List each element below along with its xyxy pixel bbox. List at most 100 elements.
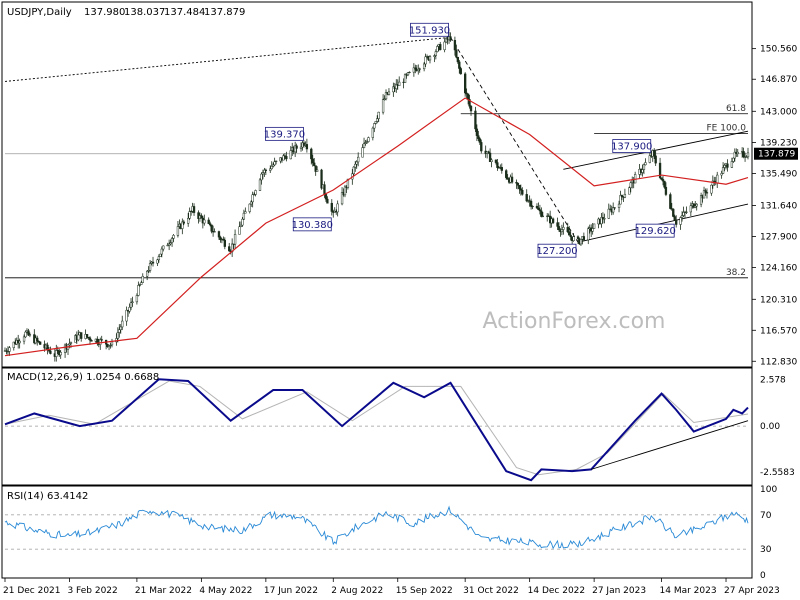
- candle: [146, 270, 149, 277]
- price-annotation-0: 151.930: [409, 25, 450, 36]
- candle: [39, 341, 42, 345]
- candles: [3, 32, 750, 362]
- candle: [289, 150, 292, 160]
- candle: [557, 226, 561, 230]
- candle: [203, 219, 206, 224]
- candle: [315, 169, 319, 172]
- candle: [664, 186, 668, 195]
- last-price-badge: [754, 147, 798, 160]
- candle: [147, 270, 150, 272]
- candle: [603, 218, 606, 220]
- candle: [699, 195, 703, 205]
- candle: [88, 337, 92, 341]
- candle: [730, 161, 734, 168]
- date-tick-label: 17 Jun 2022: [264, 586, 318, 596]
- trendline-0: [4, 36, 451, 82]
- candle: [494, 159, 498, 163]
- ohlc-low: 137.484: [164, 7, 205, 18]
- candle: [274, 160, 278, 162]
- candle: [475, 128, 479, 136]
- candle: [244, 211, 247, 214]
- candle: [269, 168, 272, 171]
- candle: [587, 228, 590, 241]
- candle: [346, 178, 350, 188]
- candle: [641, 169, 644, 173]
- candle: [458, 61, 461, 69]
- candle: [568, 231, 571, 236]
- candle: [443, 41, 446, 51]
- macd-signal-line: [4, 380, 749, 476]
- candle: [157, 256, 161, 261]
- candle: [210, 224, 213, 232]
- candle: [395, 84, 398, 89]
- candle: [273, 161, 276, 166]
- candle: [723, 165, 726, 168]
- candle: [619, 195, 622, 205]
- candle: [417, 68, 420, 72]
- candle: [680, 215, 684, 218]
- candle: [313, 162, 316, 166]
- candle: [477, 135, 480, 139]
- candle: [487, 151, 490, 154]
- candle: [254, 190, 257, 195]
- date-tick-label: 3 Feb 2022: [67, 586, 117, 596]
- candle: [5, 350, 8, 352]
- price-annotation-box-3: [612, 139, 652, 153]
- candle: [540, 210, 543, 217]
- candle: [137, 285, 140, 296]
- price-tick-label: 135.490: [760, 170, 797, 180]
- candle: [99, 339, 102, 345]
- candle: [663, 180, 666, 188]
- candle: [682, 211, 685, 216]
- candle: [455, 49, 458, 58]
- candle: [672, 208, 675, 217]
- candle: [28, 334, 32, 336]
- trendline-1: [450, 37, 579, 243]
- candle: [422, 63, 426, 70]
- candle: [689, 205, 692, 213]
- candle: [181, 221, 184, 229]
- candle: [110, 341, 114, 346]
- candle: [320, 169, 323, 189]
- candle: [694, 205, 697, 208]
- candle: [732, 157, 735, 162]
- candle: [170, 238, 174, 243]
- candle: [679, 217, 682, 225]
- candle: [648, 155, 651, 163]
- price-tick-label: 150.560: [760, 45, 797, 55]
- candle: [239, 224, 243, 228]
- candle: [131, 301, 134, 303]
- date-tick-label: 27 Jan 2023: [592, 586, 646, 596]
- candle: [172, 235, 175, 239]
- candle: [264, 169, 268, 171]
- candle: [675, 219, 678, 225]
- candle: [403, 74, 407, 83]
- candle: [270, 165, 273, 170]
- candle: [302, 142, 306, 146]
- watermark: ActionForex.com: [483, 309, 666, 334]
- date-tick-label: 27 Apr 2023: [724, 586, 780, 596]
- rsi-tick-label: 70: [760, 511, 772, 521]
- candle: [167, 243, 171, 246]
- price-tick-label: 120.310: [760, 295, 797, 305]
- candle: [222, 239, 225, 241]
- candle: [560, 229, 564, 233]
- candle: [510, 176, 514, 183]
- candle: [295, 145, 298, 149]
- candle: [8, 347, 11, 352]
- candle: [711, 180, 714, 186]
- candle: [702, 190, 706, 199]
- candle: [18, 340, 21, 344]
- price-panel-frame: [1, 1, 753, 368]
- macd-label: MACD(12,26,9) 1.0254 0.6688: [7, 372, 159, 383]
- candle: [529, 200, 533, 207]
- candle: [716, 174, 719, 184]
- price-layer: 61.8 FE 100.0 38.2 151.930 139.370 130.380 137…: [3, 22, 750, 362]
- candle: [314, 165, 317, 172]
- candle: [213, 231, 216, 233]
- rsi-line: [4, 505, 749, 550]
- price-tick-label: 139.230: [760, 139, 797, 149]
- candle: [361, 147, 364, 158]
- candle: [156, 259, 159, 264]
